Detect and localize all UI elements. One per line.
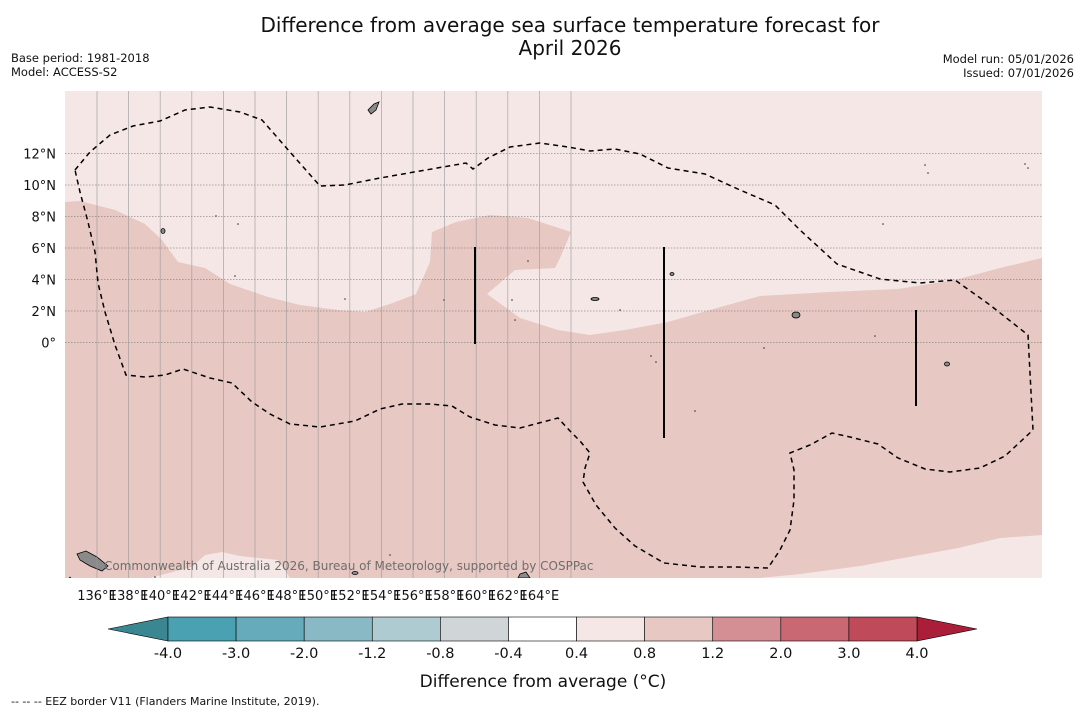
lat-tick-label: 8°N: [32, 211, 57, 226]
lon-tick-label: 164°E: [520, 589, 560, 604]
issued-date: Issued: 07/01/2026: [963, 66, 1074, 80]
anomaly-band-dark: [65, 201, 1042, 578]
colorbar-label: 3.0: [837, 646, 860, 662]
colorbar-label: 4.0: [905, 646, 928, 662]
colorbar-segment: [508, 616, 577, 642]
colorbar-segment: [167, 616, 237, 642]
lat-tick-label: 12°N: [23, 148, 56, 163]
colorbar-label: 0.8: [633, 646, 656, 662]
colorbar-segment: [303, 616, 373, 642]
base-period: Base period: 1981-2018: [11, 51, 150, 65]
colorbar-segment: [440, 616, 509, 642]
title-line-1: Difference from average sea surface temp…: [260, 13, 880, 37]
colorbar-segment: [576, 616, 645, 642]
eez-border: [74, 106, 1034, 569]
lon-tick-label: 152°E: [330, 589, 370, 604]
lat-tick-labels: 12°N 10°N 8°N 6°N 4°N 2°N 0°: [23, 148, 56, 352]
colorbar-segment: [371, 616, 441, 642]
credit-text: Commonwealth of Australia 2026, Bureau o…: [104, 559, 594, 573]
land-islands: [76, 101, 950, 578]
map-title: Difference from average sea surface temp…: [0, 14, 1085, 60]
lat-tick-label: 4°N: [32, 274, 57, 289]
lon-gridlines: [96, 91, 572, 578]
lon-tick-label: 144°E: [204, 589, 244, 604]
colorbar-segment: [712, 616, 782, 642]
lon-tick-labels: 136°E138°E140°E142°E144°E146°E148°E150°E…: [77, 589, 559, 604]
colorbar-label: -3.0: [222, 646, 250, 662]
colorbar-label: -0.4: [494, 646, 522, 662]
lon-tick-label: 160°E: [456, 589, 496, 604]
lon-tick-label: 148°E: [267, 589, 307, 604]
lon-tick-label: 146°E: [235, 589, 275, 604]
colorbar-under-arrow: [107, 616, 169, 642]
colorbar-label: -4.0: [154, 646, 182, 662]
colorbar-segment: [644, 616, 714, 642]
lon-tick-label: 138°E: [109, 589, 149, 604]
colorbar-segment: [780, 616, 850, 642]
map-frame: Commonwealth of Australia 2026, Bureau o…: [65, 91, 1042, 578]
lon-tick-label: 158°E: [425, 589, 465, 604]
lon-tick-label: 136°E: [77, 589, 117, 604]
lon-tick-label: 162°E: [488, 589, 528, 604]
colorbar-segment: [848, 616, 918, 642]
lat-tick-label: 6°N: [32, 242, 57, 257]
colorbar-label: -1.2: [358, 646, 386, 662]
run-info: Model run: 05/01/2026 Issued: 07/01/2026: [943, 52, 1074, 80]
colorbar-over-arrow: [916, 616, 978, 642]
lat-tick-label: 10°N: [23, 179, 56, 194]
lon-tick-label: 156°E: [393, 589, 433, 604]
colorbar-title: Difference from average (°C): [420, 672, 667, 692]
title-line-2: April 2026: [518, 36, 622, 60]
eez-legend: -- -- -- EEZ border V11 (Flanders Marine…: [11, 695, 320, 708]
colorbar-label: -2.0: [290, 646, 318, 662]
forecast-markers: [474, 247, 917, 438]
reef-markers: [68, 163, 1029, 578]
colorbar-label: 0.4: [565, 646, 588, 662]
lat-tick-label: 2°N: [32, 305, 57, 320]
lat-tick-label: 0°: [41, 337, 56, 352]
colorbar-label: -0.8: [426, 646, 454, 662]
lon-tick-label: 154°E: [362, 589, 402, 604]
lon-tick-label: 142°E: [172, 589, 212, 604]
model-run: Model run: 05/01/2026: [942, 52, 1074, 66]
model-info: Base period: 1981-2018 Model: ACCESS-S2: [11, 51, 150, 79]
colorbar-segment: [235, 616, 305, 642]
colorbar: -4.0 -3.0 -2.0 -1.2 -0.8 -0.4 0.4 0.8 1.2 2.0 3.0 4…: [107, 616, 978, 662]
anomaly-patch-light: [180, 552, 290, 578]
colorbar-label: 1.2: [701, 646, 724, 662]
lon-tick-label: 140°E: [140, 589, 180, 604]
model-name: Model: ACCESS-S2: [11, 65, 118, 79]
lon-tick-label: 150°E: [298, 589, 338, 604]
colorbar-label: 2.0: [769, 646, 792, 662]
